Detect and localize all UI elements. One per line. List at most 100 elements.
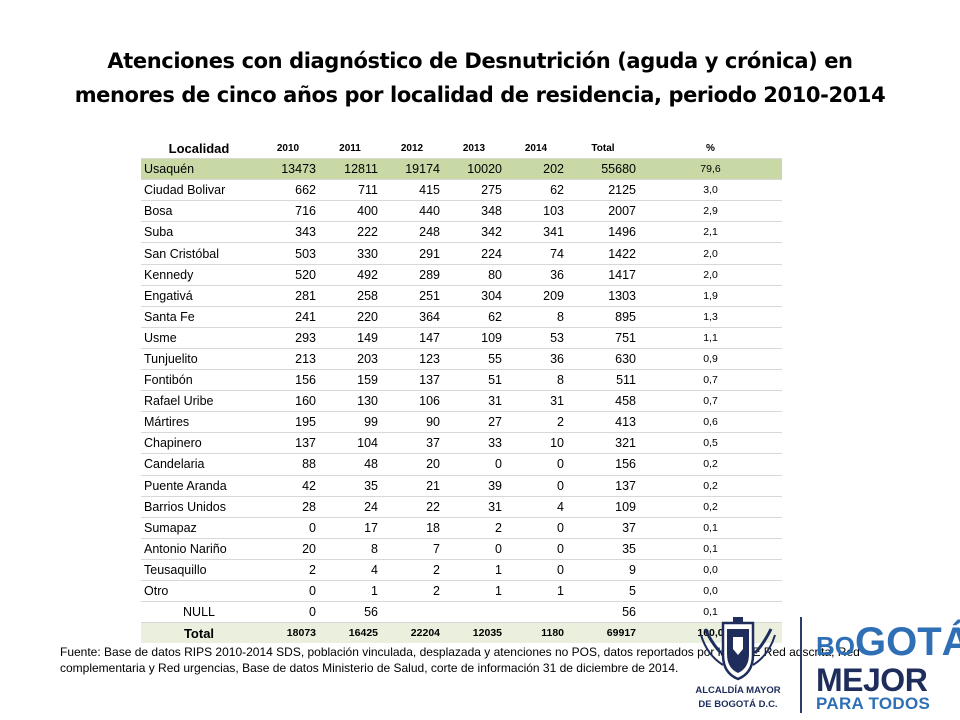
row-localidad: NULL (141, 601, 257, 624)
row-percent: 0,9 (639, 348, 782, 371)
table-row: Rafael Uribe 160 130 106 31 31 458 0,7 (141, 390, 782, 413)
table-row: Otro 0 1 2 1 1 5 0,0 (141, 580, 782, 603)
bogota-mejor-logo: BOGOTÁ MEJOR PARA TODOS (812, 612, 960, 717)
row-value: 31 (443, 390, 505, 413)
row-value: 9 (567, 559, 639, 581)
row-value: 2 (381, 580, 443, 603)
row-percent: 0,2 (639, 496, 782, 518)
row-value: 291 (381, 242, 443, 265)
table-row: Usme 293 149 147 109 53 751 1,1 (141, 327, 782, 349)
header-cell: 2013 (443, 138, 505, 160)
row-value: 4 (319, 559, 381, 581)
row-value: 220 (319, 306, 381, 328)
row-value: 137 (257, 432, 319, 455)
row-value: 895 (567, 306, 639, 328)
row-percent: 79,6 (639, 158, 782, 181)
row-localidad: Santa Fe (141, 306, 257, 328)
row-value: 492 (319, 264, 381, 286)
title-line-2: menores de cinco años por localidad de r… (74, 83, 886, 107)
row-value: 13473 (257, 158, 319, 181)
row-value: 520 (257, 264, 319, 286)
row-value: 22 (381, 496, 443, 518)
row-value: 137 (381, 369, 443, 392)
row-value: 90 (381, 411, 443, 434)
header-localidad: Localidad (141, 138, 257, 160)
row-value: 74 (505, 242, 567, 265)
row-value: 458 (567, 390, 639, 413)
row-value: 348 (443, 200, 505, 223)
alcaldia-text-1: ALCALDÍA MAYOR (695, 685, 781, 696)
header-cell: 2010 (257, 138, 319, 160)
row-value: 80 (443, 264, 505, 286)
alcaldia-text-2: DE BOGOTÁ D.C. (698, 699, 778, 710)
row-value: 37 (381, 432, 443, 455)
row-value: 56 (319, 601, 381, 624)
row-localidad: Kennedy (141, 264, 257, 286)
row-localidad: Engativá (141, 285, 257, 307)
row-value: 31 (443, 496, 505, 518)
row-value: 35 (319, 475, 381, 497)
header-cell: 2011 (319, 138, 381, 160)
row-value: 440 (381, 200, 443, 223)
mejor-text: MEJOR (816, 662, 928, 698)
table-row: Suba 343 222 248 342 341 1496 2,1 (141, 221, 782, 244)
row-value: 31 (505, 390, 567, 413)
row-value: 341 (505, 221, 567, 244)
row-percent: 0,6 (639, 411, 782, 434)
table-row: Bosa 716 400 440 348 103 2007 2,9 (141, 200, 782, 223)
row-value: 147 (381, 327, 443, 349)
table-row: Tunjuelito 213 203 123 55 36 630 0,9 (141, 348, 782, 371)
row-value: 62 (505, 179, 567, 202)
row-value: 4 (505, 496, 567, 518)
row-value (505, 601, 567, 624)
row-value: 106 (381, 390, 443, 413)
row-value: 18 (381, 517, 443, 539)
row-value: 0 (443, 453, 505, 476)
page-title: Atenciones con diagnóstico de Desnutrici… (0, 44, 960, 112)
table-header-row: Localidad 2010 2011 2012 2013 2014 Total% (141, 138, 782, 160)
row-value: 7 (381, 538, 443, 560)
row-percent: 2,0 (639, 264, 782, 286)
row-localidad: San Cristóbal (141, 242, 257, 265)
table-row: Chapinero 137 104 37 33 10 321 0,5 (141, 432, 782, 455)
row-localidad: Usme (141, 327, 257, 349)
row-value: 342 (443, 221, 505, 244)
bogota-small-text: BO (816, 631, 855, 661)
row-percent: 0,2 (639, 453, 782, 476)
row-value: 413 (567, 411, 639, 434)
row-value: 222 (319, 221, 381, 244)
row-value: 20 (381, 453, 443, 476)
row-value: 662 (257, 179, 319, 202)
row-percent: 2,9 (639, 200, 782, 223)
row-value: 293 (257, 327, 319, 349)
row-percent: 1,9 (639, 285, 782, 307)
row-value: 56 (567, 601, 639, 624)
row-value: 503 (257, 242, 319, 265)
row-value: 281 (257, 285, 319, 307)
total-value: 12035 (443, 622, 505, 644)
row-percent: 2,1 (639, 221, 782, 244)
table-row: NULL 0 56 56 0,1 (141, 601, 782, 624)
row-percent: 0,0 (639, 580, 782, 603)
row-localidad: Barrios Unidos (141, 496, 257, 518)
row-value: 0 (505, 517, 567, 539)
row-value: 104 (319, 432, 381, 455)
total-label: Total (141, 622, 257, 644)
header-cell: Total (567, 138, 639, 160)
title-line-1: Atenciones con diagnóstico de Desnutrici… (107, 49, 853, 73)
row-value: 258 (319, 285, 381, 307)
alcaldia-logo: ALCALDÍA MAYOR DE BOGOTÁ D.C. (683, 615, 793, 715)
table-row: Antonio Nariño 20 8 7 0 0 35 0,1 (141, 538, 782, 560)
bogota-wordmark: BOGOTÁ (816, 620, 960, 665)
row-value: 21 (381, 475, 443, 497)
row-value: 2 (505, 411, 567, 434)
row-value: 55680 (567, 158, 639, 181)
row-value: 248 (381, 221, 443, 244)
table-row: Sumapaz 0 17 18 2 0 37 0,1 (141, 517, 782, 539)
row-value: 415 (381, 179, 443, 202)
row-localidad: Sumapaz (141, 517, 257, 539)
row-value: 251 (381, 285, 443, 307)
bogota-large-text: GOTÁ (855, 620, 960, 664)
table-row: Candelaria 88 48 20 0 0 156 0,2 (141, 453, 782, 476)
row-localidad: Bosa (141, 200, 257, 223)
